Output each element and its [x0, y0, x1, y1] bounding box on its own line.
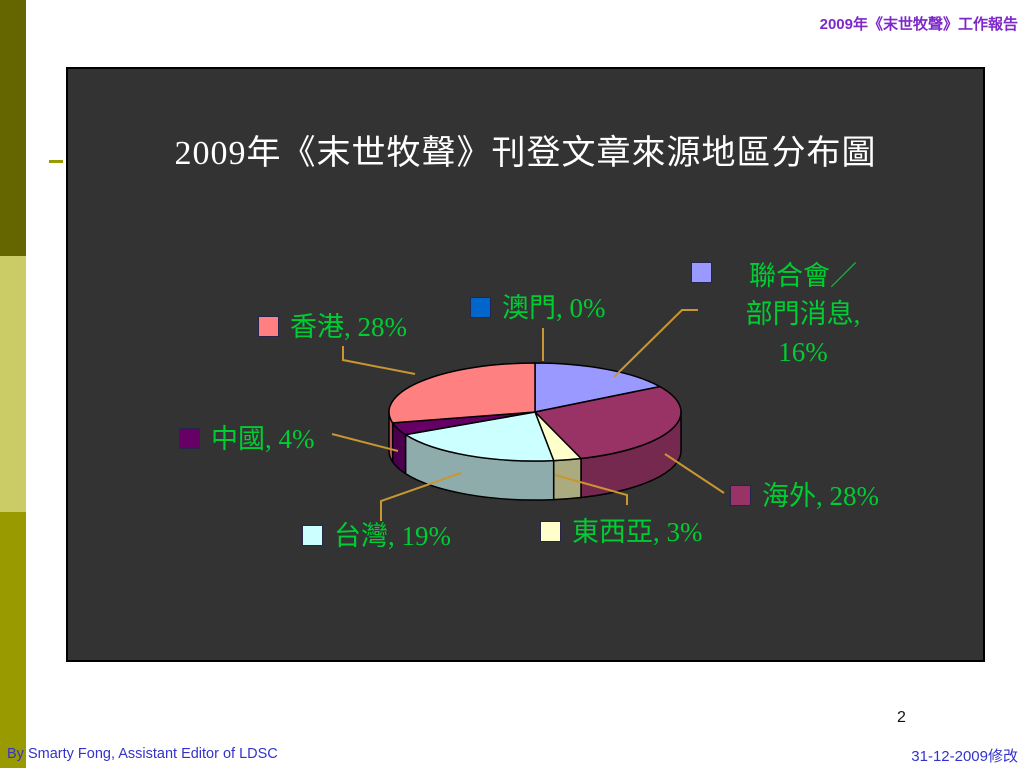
- pie-label-text: 台灣, 19%: [334, 521, 451, 551]
- pie-label-haiwai: 海外, 28%: [730, 480, 879, 512]
- pie-label-text: 澳門, 0%: [502, 293, 606, 323]
- leader-line-2: [554, 474, 628, 505]
- pie-slice-5: [388, 362, 536, 424]
- decor-dash: [49, 160, 63, 163]
- leader-line-3: [380, 472, 462, 521]
- pie-label-text: 海外, 28%: [762, 481, 879, 511]
- pie-label-xianggang: 香港, 28%: [258, 311, 407, 343]
- pie-chart: [331, 309, 725, 521]
- sidebar-bar-middle: [0, 256, 26, 512]
- pie-slice-3: [404, 411, 555, 462]
- footer-author: By Smarty Fong, Assistant Editor of LDSC: [7, 746, 278, 762]
- page-number: 2: [897, 709, 906, 726]
- pie-label-text: 東西亞, 3%: [572, 517, 703, 547]
- report-header: 2009年《末世牧聲》工作報告: [819, 16, 1018, 33]
- footer-revision: 31-12-2009修改: [911, 748, 1018, 765]
- sidebar-bar-bottom: [0, 512, 26, 768]
- pie-slice-1: [534, 385, 682, 460]
- sidebar-bar-top: [0, 0, 26, 256]
- legend-marker-taiwan: [302, 525, 323, 546]
- pie-label-dongxiya: 東西亞, 3%: [540, 516, 703, 548]
- legend-marker-lianhehui: [691, 262, 712, 283]
- legend-marker-zhongguo: [179, 428, 200, 449]
- pie-label-zhongguo: 中國, 4%: [179, 423, 315, 455]
- legend-marker-dongxiya: [540, 521, 561, 542]
- pie-label-taiwan: 台灣, 19%: [302, 520, 451, 552]
- legend-marker-aomen: [470, 297, 491, 318]
- chart-title: 2009年《末世牧聲》刊登文章來源地區分布圖: [174, 135, 877, 172]
- legend-marker-xianggang: [258, 316, 279, 337]
- legend-marker-haiwai: [730, 485, 751, 506]
- pie-slice-0: [534, 362, 661, 413]
- leader-line-1: [664, 453, 725, 494]
- leader-line-0: [613, 309, 698, 378]
- pie-label-text: 中國, 4%: [211, 424, 315, 454]
- pie-label-aomen: 澳門, 0%: [470, 292, 606, 324]
- pie-label-text: 聯合會／ 部門消息, 16%: [745, 261, 861, 367]
- pie-label-lianhehui: 聯合會／ 部門消息, 16%: [691, 257, 883, 371]
- slide: 2009年《末世牧聲》刊登文章來源地區分布圖 聯合會／ 部門消息, 16% 澳門…: [66, 67, 985, 662]
- pie-label-text: 香港, 28%: [290, 312, 407, 342]
- leader-line-5: [342, 346, 416, 375]
- leader-line-4: [331, 433, 399, 452]
